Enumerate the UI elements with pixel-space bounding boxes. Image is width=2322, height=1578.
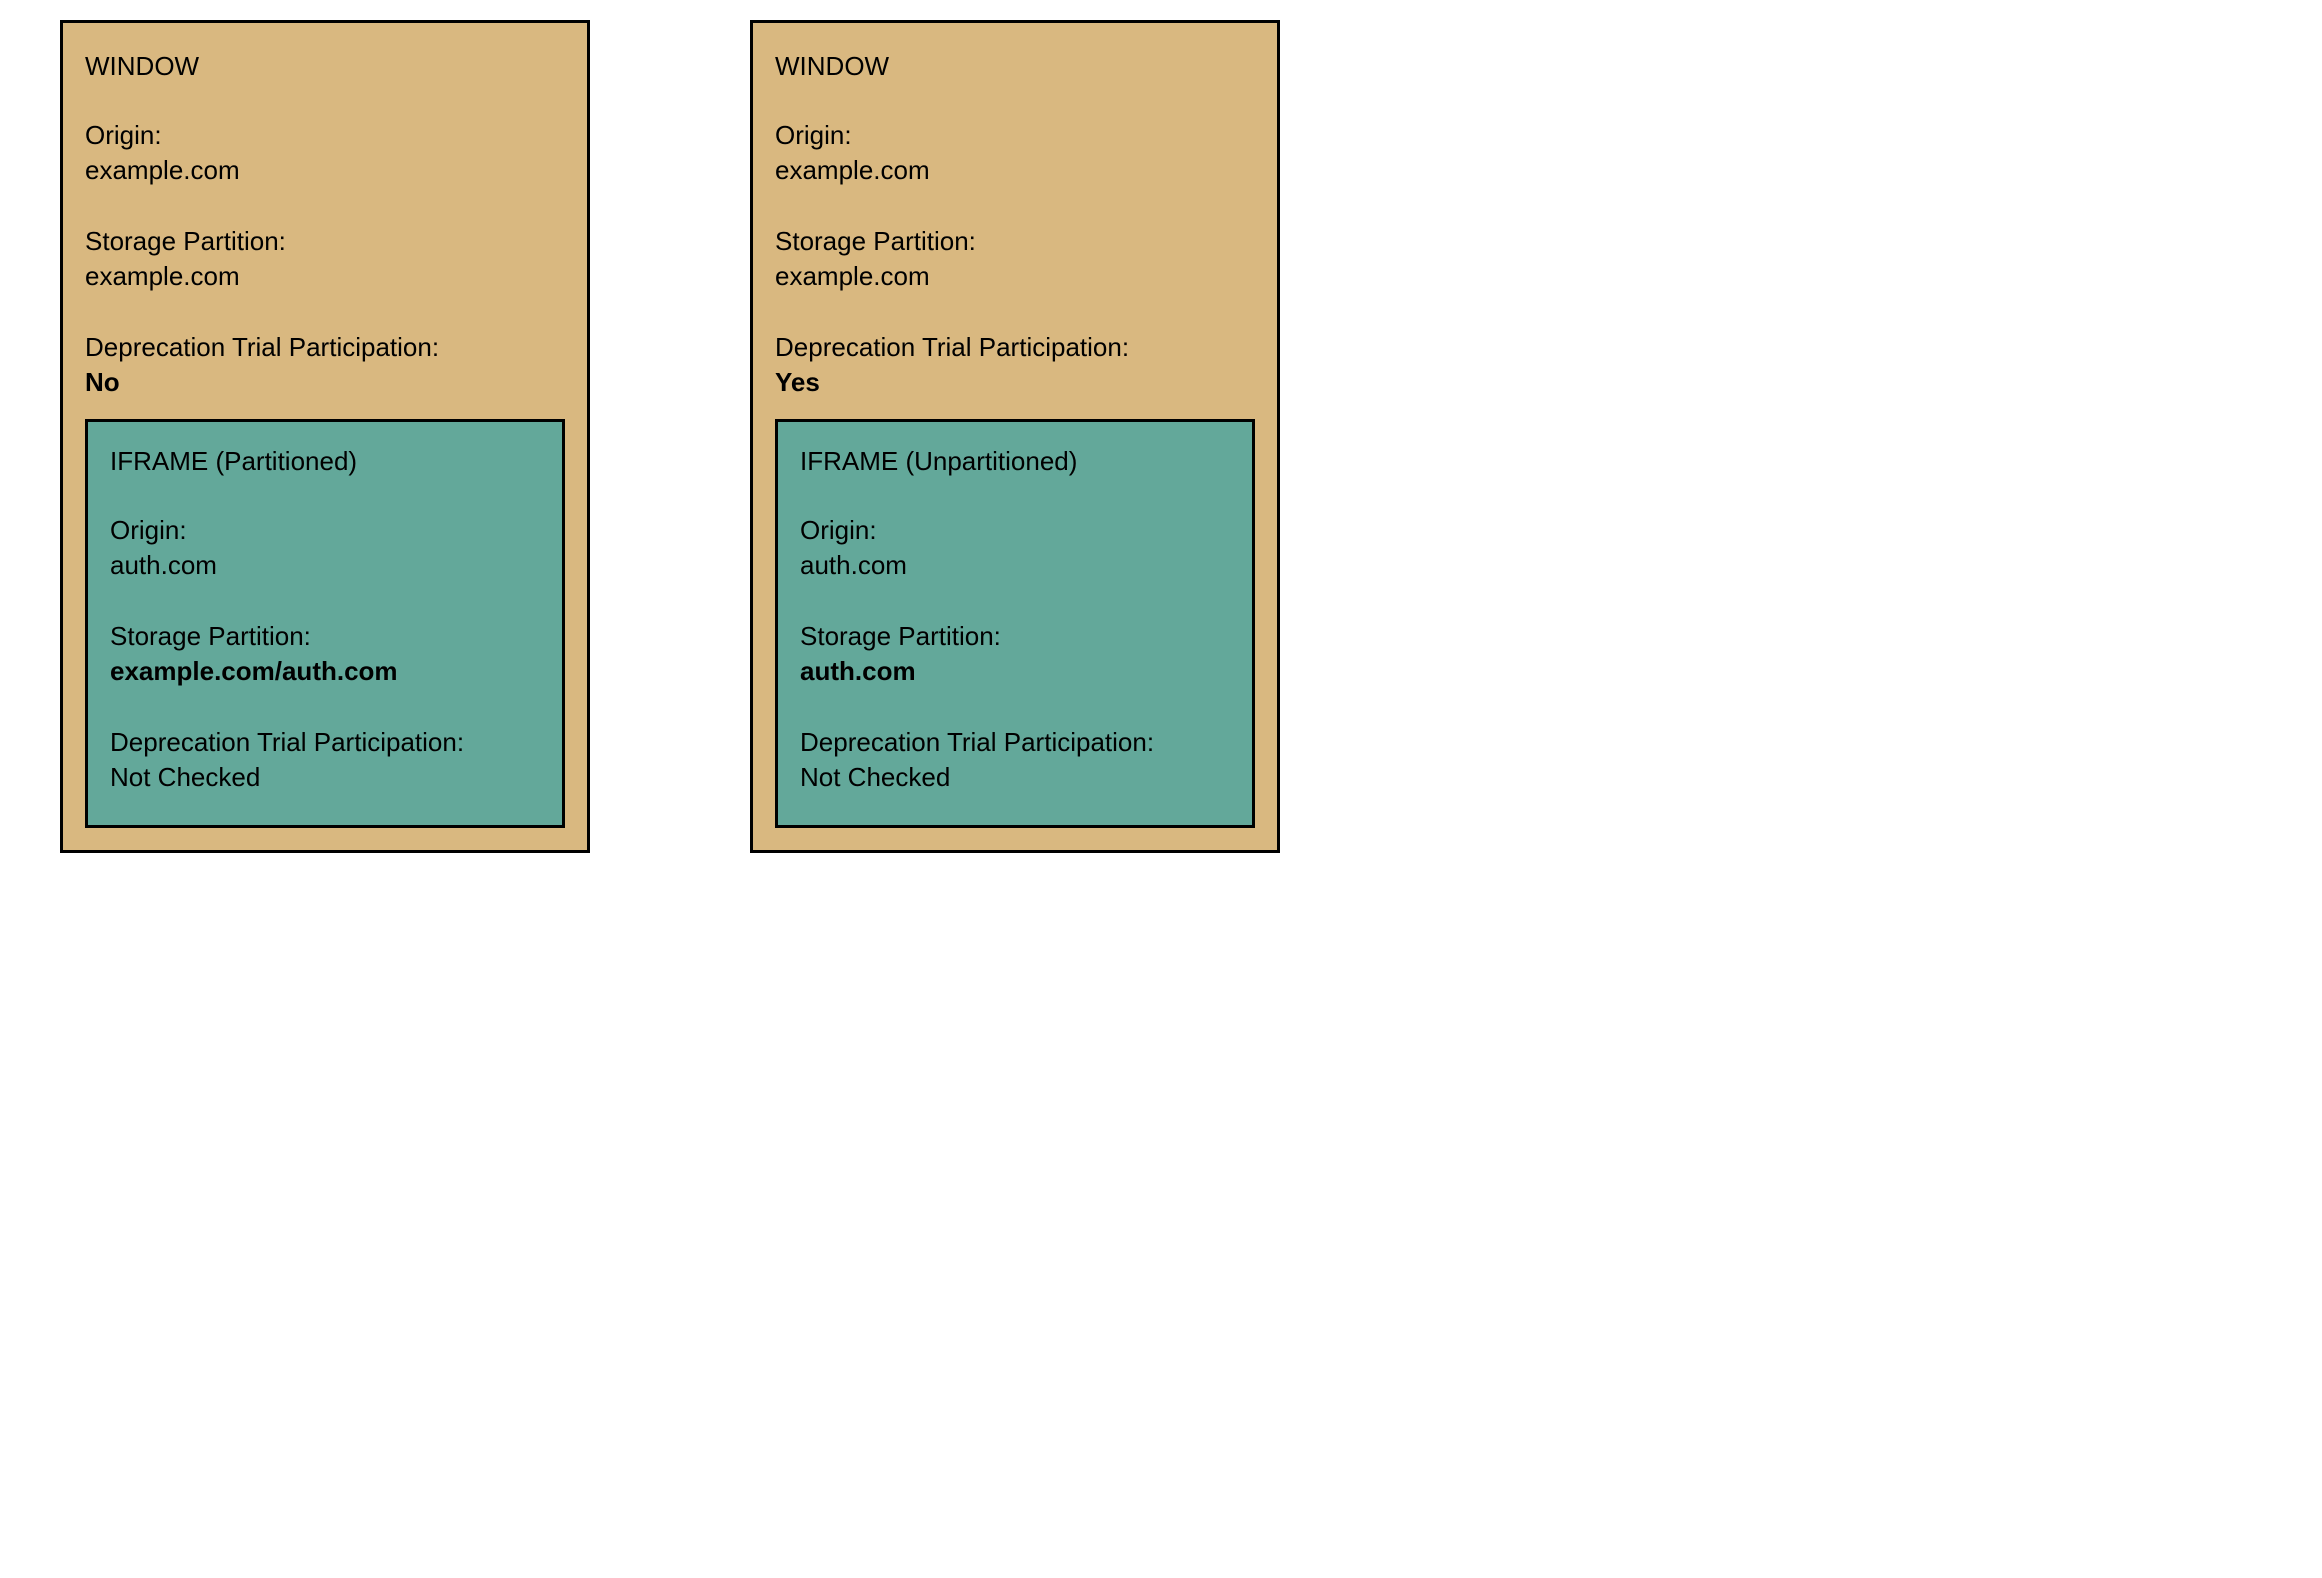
window-origin-group: Origin: example.com <box>775 118 1255 188</box>
window-origin-label: Origin: <box>85 118 565 153</box>
iframe-origin-label: Origin: <box>110 513 540 548</box>
window-storage-value: example.com <box>775 259 1255 294</box>
window-title: WINDOW <box>85 51 565 82</box>
iframe-deprecation-value: Not Checked <box>110 760 540 795</box>
window-storage-label: Storage Partition: <box>85 224 565 259</box>
iframe-storage-label: Storage Partition: <box>800 619 1230 654</box>
iframe-title: IFRAME (Unpartitioned) <box>800 446 1230 477</box>
window-title: WINDOW <box>775 51 1255 82</box>
window-storage-group: Storage Partition: example.com <box>775 224 1255 294</box>
iframe-box-left: IFRAME (Partitioned) Origin: auth.com St… <box>85 419 565 829</box>
iframe-deprecation-label: Deprecation Trial Participation: <box>800 725 1230 760</box>
window-box-left: WINDOW Origin: example.com Storage Parti… <box>60 20 590 853</box>
window-storage-label: Storage Partition: <box>775 224 1255 259</box>
diagram-container: WINDOW Origin: example.com Storage Parti… <box>20 20 2302 853</box>
window-origin-value: example.com <box>85 153 565 188</box>
window-storage-group: Storage Partition: example.com <box>85 224 565 294</box>
iframe-box-right: IFRAME (Unpartitioned) Origin: auth.com … <box>775 419 1255 829</box>
iframe-storage-label: Storage Partition: <box>110 619 540 654</box>
window-deprecation-label: Deprecation Trial Participation: <box>85 330 565 365</box>
iframe-storage-group: Storage Partition: auth.com <box>800 619 1230 689</box>
window-box-right: WINDOW Origin: example.com Storage Parti… <box>750 20 1280 853</box>
window-origin-label: Origin: <box>775 118 1255 153</box>
window-storage-value: example.com <box>85 259 565 294</box>
iframe-storage-value: example.com/auth.com <box>110 654 540 689</box>
iframe-origin-value: auth.com <box>110 548 540 583</box>
iframe-title: IFRAME (Partitioned) <box>110 446 540 477</box>
window-deprecation-group: Deprecation Trial Participation: No <box>85 330 565 400</box>
iframe-origin-group: Origin: auth.com <box>110 513 540 583</box>
window-origin-group: Origin: example.com <box>85 118 565 188</box>
iframe-deprecation-group: Deprecation Trial Participation: Not Che… <box>110 725 540 795</box>
iframe-storage-value: auth.com <box>800 654 1230 689</box>
iframe-deprecation-value: Not Checked <box>800 760 1230 795</box>
window-origin-value: example.com <box>775 153 1255 188</box>
iframe-origin-value: auth.com <box>800 548 1230 583</box>
iframe-deprecation-label: Deprecation Trial Participation: <box>110 725 540 760</box>
window-deprecation-value: No <box>85 365 565 400</box>
iframe-deprecation-group: Deprecation Trial Participation: Not Che… <box>800 725 1230 795</box>
iframe-origin-label: Origin: <box>800 513 1230 548</box>
window-deprecation-label: Deprecation Trial Participation: <box>775 330 1255 365</box>
iframe-storage-group: Storage Partition: example.com/auth.com <box>110 619 540 689</box>
window-deprecation-group: Deprecation Trial Participation: Yes <box>775 330 1255 400</box>
window-deprecation-value: Yes <box>775 365 1255 400</box>
iframe-origin-group: Origin: auth.com <box>800 513 1230 583</box>
